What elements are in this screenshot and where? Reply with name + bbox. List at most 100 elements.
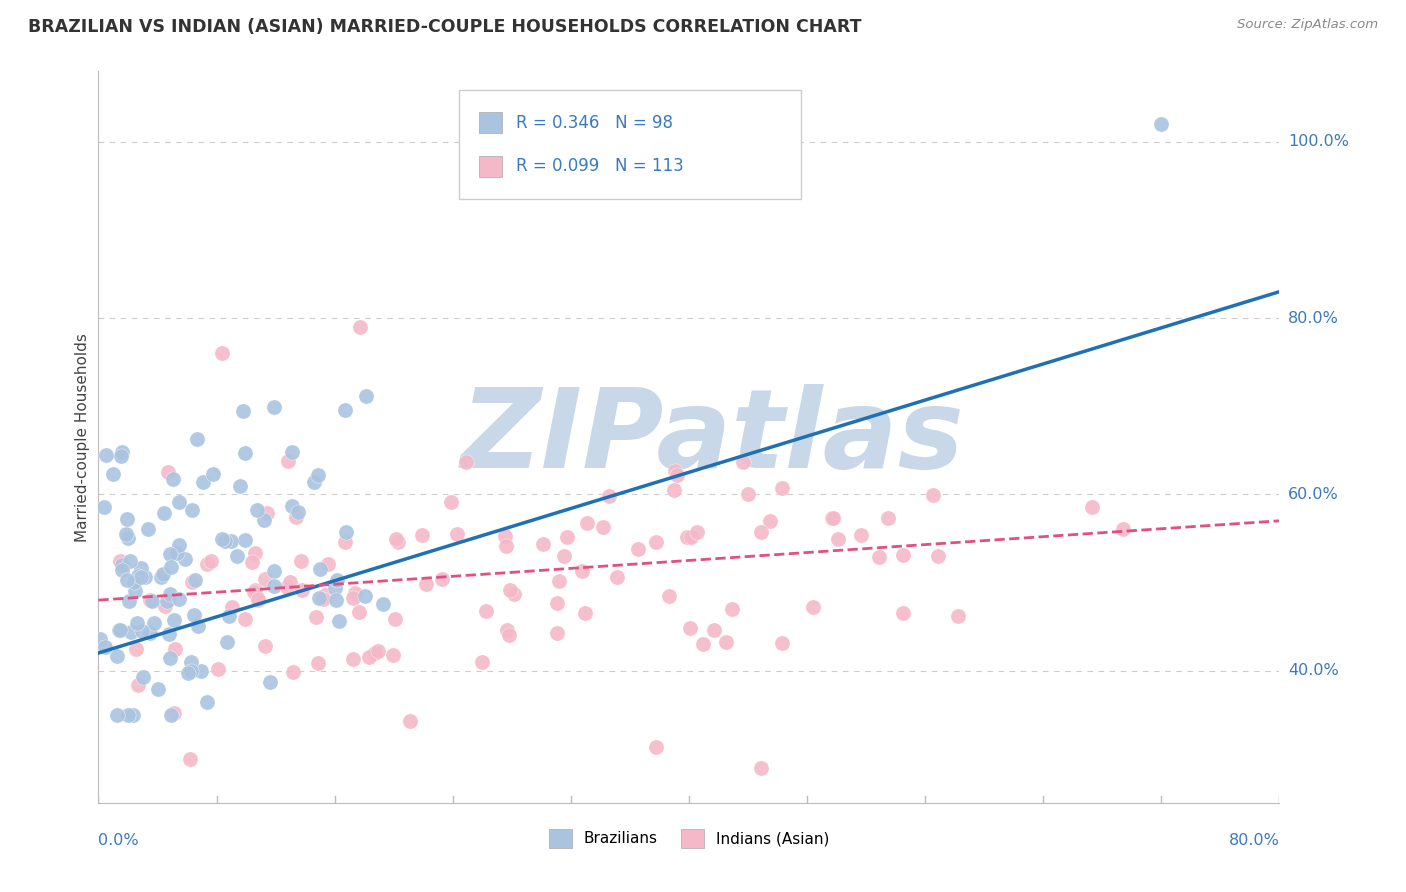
Point [308,562,330,576]
Point [342,591,364,605]
Point [716,634,738,648]
Point [290,554,312,568]
Point [281,445,304,459]
Point [243,582,266,597]
Text: 80.0%: 80.0% [1288,310,1339,326]
Point [218,608,240,623]
Point [215,635,238,649]
Point [307,656,329,670]
Point [323,581,346,595]
Point [891,606,914,620]
FancyBboxPatch shape [478,156,502,177]
Text: Source: ZipAtlas.com: Source: ZipAtlas.com [1237,18,1378,31]
Point [129,570,152,584]
Point [207,662,229,676]
Point [645,739,668,754]
Point [1112,522,1135,536]
Point [156,594,179,608]
Point [193,475,215,489]
Point [662,483,685,498]
Point [253,639,276,653]
Point [415,577,437,591]
Point [247,591,270,606]
Text: R = 0.346   N = 98: R = 0.346 N = 98 [516,113,673,131]
Point [167,592,190,607]
Point [877,511,900,525]
Point [546,626,568,640]
Point [385,532,408,546]
Point [152,566,174,581]
Point [277,454,299,468]
Point [553,549,575,564]
Point [232,404,254,418]
Point [190,664,212,678]
Point [307,468,329,483]
Point [495,623,517,637]
Point [821,511,844,525]
Point [281,665,304,679]
Point [263,400,285,414]
Point [122,574,145,589]
Point [233,533,256,548]
Point [384,612,406,626]
Point [328,614,350,628]
Point [314,589,336,603]
Point [276,580,298,594]
Point [686,524,709,539]
Point [772,636,794,650]
Point [627,541,650,556]
Point [316,557,339,571]
Point [454,455,477,469]
Point [180,503,202,517]
Point [114,527,136,541]
Point [676,530,699,544]
Point [107,624,129,638]
Point [367,644,389,658]
Point [312,592,335,607]
Point [167,495,190,509]
Point [110,449,132,463]
Point [498,628,520,642]
Point [153,506,176,520]
Point [737,487,759,501]
Point [93,500,115,514]
Point [749,524,772,539]
Point [180,655,202,669]
Point [127,569,149,583]
Point [159,650,181,665]
Point [214,533,236,548]
Point [666,467,689,482]
Point [159,560,181,574]
Point [280,499,302,513]
Point [142,616,165,631]
Point [89,632,111,646]
Y-axis label: Married-couple Households: Married-couple Households [75,333,90,541]
Point [868,550,890,565]
Point [440,494,463,508]
Point [342,652,364,666]
Point [134,570,156,584]
Point [325,574,347,588]
Point [240,555,263,569]
Text: 80.0%: 80.0% [1229,833,1279,848]
Point [139,626,162,640]
FancyBboxPatch shape [458,90,801,200]
Point [692,637,714,651]
Point [118,594,141,608]
Point [127,677,149,691]
Point [157,626,180,640]
Point [259,674,281,689]
Point [263,564,285,578]
Point [173,551,195,566]
Point [576,516,599,530]
Point [302,475,325,489]
Point [184,573,207,587]
Point [243,546,266,560]
Point [354,589,377,603]
Point [159,587,181,601]
Point [387,534,409,549]
Point [110,445,132,459]
Point [165,641,187,656]
Point [495,539,517,553]
Point [645,535,668,549]
